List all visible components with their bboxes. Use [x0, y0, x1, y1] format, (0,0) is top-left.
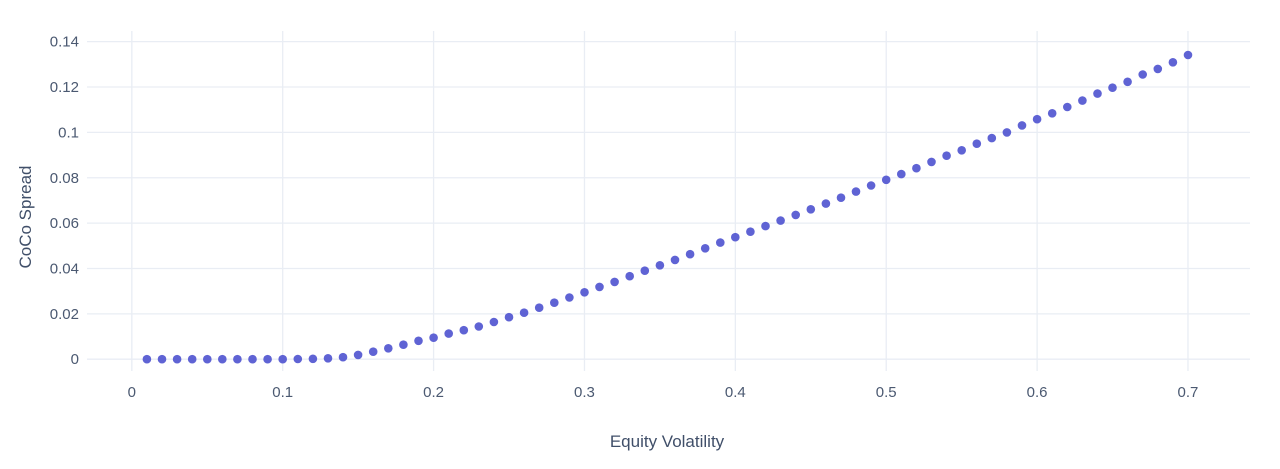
- data-point: [218, 354, 227, 364]
- data-point: [308, 354, 318, 364]
- data-point: [670, 255, 680, 265]
- data-point: [278, 354, 288, 364]
- y-tick-label: 0.12: [50, 79, 79, 96]
- data-point: [1153, 64, 1163, 74]
- data-point: [293, 354, 303, 364]
- x-tick-label: 0.7: [1178, 384, 1199, 401]
- data-point: [172, 354, 182, 364]
- x-tick-label: 0.6: [1027, 384, 1048, 401]
- data-point: [685, 249, 695, 259]
- data-point: [836, 193, 846, 202]
- y-axis-title: CoCo Spread: [16, 165, 35, 268]
- data-point: [897, 169, 906, 179]
- data-point: [806, 205, 816, 214]
- y-tick-label: 0: [71, 351, 79, 368]
- data-point: [1183, 50, 1193, 60]
- data-point: [821, 199, 831, 208]
- data-point: [731, 232, 740, 242]
- data-point: [1123, 77, 1132, 87]
- data-point: [263, 354, 272, 364]
- data-point: [746, 227, 755, 236]
- data-point: [338, 352, 348, 362]
- data-point: [565, 293, 574, 302]
- data-point: [716, 238, 725, 247]
- data-point: [640, 266, 650, 276]
- data-point: [368, 347, 378, 357]
- data-point: [881, 175, 891, 185]
- data-point: [550, 298, 559, 308]
- y-tick-label: 0.04: [50, 260, 79, 277]
- data-point: [1093, 89, 1102, 98]
- data-point: [248, 354, 257, 364]
- x-tick-label: 0.2: [423, 384, 444, 401]
- data-point: [474, 322, 484, 331]
- x-tick-label: 0.1: [272, 384, 293, 401]
- data-point: [1032, 114, 1042, 124]
- data-point: [444, 329, 454, 338]
- data-point: [504, 312, 514, 322]
- data-point: [519, 308, 529, 318]
- data-point: [610, 277, 619, 287]
- x-tick-label: 0: [128, 384, 136, 401]
- data-point: [399, 340, 408, 350]
- data-point: [1108, 83, 1117, 92]
- data-point: [1017, 121, 1027, 130]
- y-tick-label: 0.1: [58, 124, 79, 141]
- data-point: [776, 216, 785, 225]
- data-point: [1063, 102, 1072, 112]
- data-point: [1047, 109, 1057, 118]
- data-point: [353, 350, 363, 360]
- data-point: [700, 244, 710, 253]
- data-point: [595, 282, 604, 292]
- data-point: [233, 354, 242, 364]
- x-axis-title: Equity Volatility: [610, 432, 725, 451]
- y-tick-label: 0.14: [50, 34, 79, 51]
- data-point: [957, 146, 966, 155]
- data-point: [987, 133, 997, 143]
- data-point: [384, 344, 393, 353]
- data-point: [912, 163, 921, 173]
- data-point: [1168, 58, 1178, 67]
- data-point: [187, 354, 197, 364]
- axis-tick-labels: 0 0.1 0.2 0.3 0.4 0.5 0.6 0.7 0 0.02 0.04 0.06 0.08 0…: [50, 34, 1199, 401]
- data-point: [157, 354, 167, 364]
- data-point: [625, 271, 634, 281]
- y-tick-label: 0.02: [50, 306, 79, 323]
- scatter-points: [142, 50, 1193, 364]
- gridlines: [87, 31, 1250, 371]
- data-point: [927, 157, 936, 167]
- data-point: [580, 288, 589, 297]
- x-tick-label: 0.5: [876, 384, 897, 401]
- data-point: [851, 187, 861, 196]
- x-tick-label: 0.3: [574, 384, 595, 401]
- data-point: [1002, 128, 1012, 137]
- data-point: [323, 354, 333, 363]
- data-point: [1138, 70, 1147, 79]
- data-point: [1078, 96, 1087, 105]
- y-tick-label: 0.06: [50, 215, 79, 232]
- data-point: [791, 210, 800, 220]
- data-point: [459, 325, 469, 335]
- y-tick-label: 0.08: [50, 170, 79, 187]
- data-point: [761, 221, 770, 231]
- data-point: [429, 333, 438, 343]
- x-tick-label: 0.4: [725, 384, 746, 401]
- data-point: [414, 336, 423, 346]
- data-point: [655, 261, 665, 270]
- data-point: [534, 303, 544, 313]
- data-point: [942, 151, 951, 160]
- data-point: [972, 139, 982, 148]
- data-point: [866, 181, 876, 190]
- data-point: [142, 354, 152, 364]
- data-point: [489, 317, 499, 327]
- data-point: [203, 354, 212, 364]
